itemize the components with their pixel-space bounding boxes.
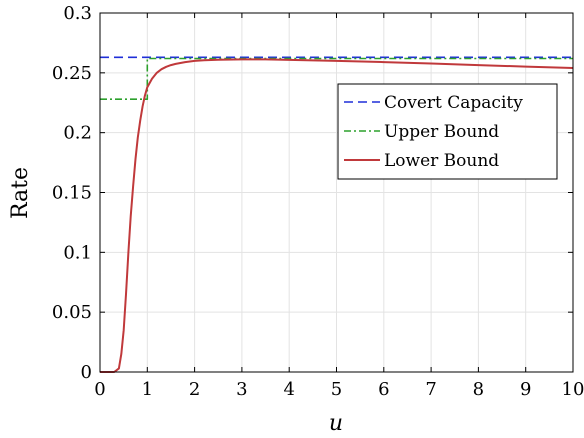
x-tick-label: 4 bbox=[283, 379, 294, 400]
x-tick-label: 10 bbox=[562, 379, 584, 400]
y-axis-label: Rate bbox=[8, 167, 33, 219]
x-axis-label: u bbox=[329, 411, 343, 436]
x-tick-label: 5 bbox=[331, 379, 342, 400]
x-tick-label: 8 bbox=[473, 379, 484, 400]
x-tick-label: 0 bbox=[94, 379, 105, 400]
y-tick-label: 0.05 bbox=[52, 302, 92, 323]
legend-label-covert-capacity: Covert Capacity bbox=[384, 93, 523, 113]
x-tick-label: 6 bbox=[378, 379, 389, 400]
legend: Covert Capacity Upper Bound Lower Bound bbox=[337, 83, 558, 180]
y-tick-label: 0.15 bbox=[52, 183, 92, 204]
x-tick-label: 7 bbox=[425, 379, 436, 400]
y-tick-label: 0.2 bbox=[63, 123, 92, 144]
x-tick-label: 2 bbox=[189, 379, 200, 400]
series-lines bbox=[100, 56, 574, 373]
legend-items: Covert Capacity Upper Bound Lower Bound bbox=[344, 93, 523, 171]
legend-label-lower-bound: Lower Bound bbox=[384, 151, 499, 171]
y-tick-label: 0 bbox=[81, 362, 92, 383]
series-line-upper-bound bbox=[100, 57, 573, 100]
y-tick-label: 0.1 bbox=[63, 242, 92, 263]
y-tick-label: 0.3 bbox=[63, 3, 92, 24]
axis-ticks: 0 1 2 3 4 5 6 7 8 9 10 0 0.05 0.1 0.15 0.2 0.25 0.3 bbox=[52, 3, 584, 400]
series-line-lower-bound bbox=[100, 58, 574, 373]
x-tick-label: 9 bbox=[520, 379, 531, 400]
y-tick-label: 0.25 bbox=[52, 63, 92, 84]
legend-label-upper-bound: Upper Bound bbox=[384, 122, 499, 142]
x-tick-label: 3 bbox=[236, 379, 247, 400]
x-tick-label: 1 bbox=[142, 379, 153, 400]
